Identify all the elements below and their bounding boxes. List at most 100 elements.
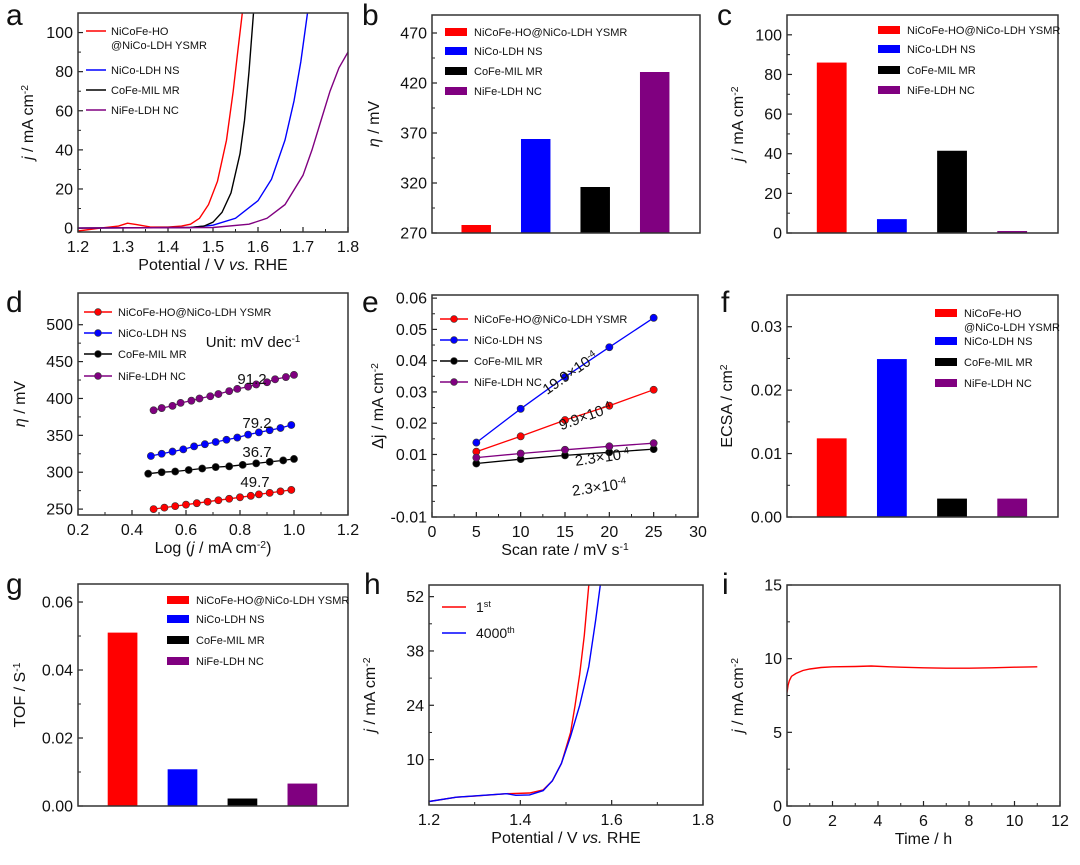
plot-area [429,585,601,803]
text-part: 1 [476,599,484,615]
text-part: 91.2 [237,371,266,388]
bar [167,769,198,806]
x-tick-label: 1.6 [601,812,623,829]
y-tick-label: 500 [46,317,73,334]
data-point [171,467,180,476]
x-tick-label: 20 [600,524,618,541]
y-tick-label: 0.03 [396,384,427,401]
text-line: NiCo-LDH NS [196,614,264,626]
panel-d: 250 300 350 400 450 500 0.2 0.4 0.6 0.8 1.0 1.2 Log … [12,292,359,557]
data-point [176,398,185,407]
legend-label: 4000th [476,625,515,641]
series-line [429,585,601,803]
text-part: / mV [12,381,29,419]
text-part: Scan rate / mV s [501,542,619,559]
legend-label: NiCo-LDH NS [474,335,542,347]
text-line: NiCo-LDH NS [118,328,186,340]
y-tick-label: 40 [764,146,782,163]
legend-label: CoFe-MIL MR [474,66,543,78]
y-axis-title: j / mA cm-2 [730,86,748,163]
text-line: NiCo-LDH NS [474,335,542,347]
panel-label: c [717,0,732,32]
y-tick-label: 60 [764,107,782,124]
text-part: / mA cm [730,96,747,158]
legend-item: NiCo-LDH NS [440,335,542,347]
text-part: RHE [602,830,640,847]
panel-b: 270 320 370 420 470 η / mV NiCoFe-HO@NiCo-LDH … [366,14,701,243]
legend-marker [450,315,458,323]
text-part: 2.3×10 [571,477,619,500]
text-line: NiFe-LDH NC [196,656,264,668]
data-point [561,373,569,381]
data-point [168,447,177,456]
data-point [290,455,298,463]
legend-label: NiCo-LDH NS [907,44,975,56]
data-point [190,442,198,451]
annotation: 2.3×10-4 [571,475,628,500]
annotation: 2.3×10-4 [574,445,631,470]
legend-item: NiCo-LDH NS [878,44,975,56]
plot-area [107,632,318,806]
x-tick-label: 1.2 [337,522,359,539]
text-part: j [362,729,379,735]
data-point [214,390,223,398]
legend-label: NiCoFe-HO@NiCo-LDH YSMR [907,25,1060,37]
legend-label: NiCo-LDH NS [111,65,179,77]
y-axis-title: TOF / S-1 [12,662,30,727]
y-tick-label: 300 [46,465,73,482]
text-line: NiFe-LDH NC [964,378,1032,390]
data-point [184,466,193,474]
text-part: / mV [366,101,383,139]
data-point [214,496,223,505]
text-line: NiFe-LDH NC [474,86,542,98]
panel-i: 0 5 10 15 0 2 4 6 8 10 12 Time / h j / mA cm-2 [730,578,1070,849]
y-tick-label: 450 [46,354,73,371]
panel-c: 0 20 40 60 80 100 j / mA cm-2 NiCoFe-HO@NiCo-LD… [730,14,1060,243]
data-point [561,445,569,454]
text-line: NiCoFe-HO@NiCo-LDH YSMR [474,314,627,326]
data-point [276,487,285,496]
x-tick-label: 0.6 [175,522,197,539]
y-tick-label: 100 [46,25,73,42]
legend-label: NiFe-LDH NC [474,86,542,98]
legend-marker [450,378,458,386]
legend-label: NiCoFe-HO@NiCo-LDH YSMR [111,26,207,52]
data-point [146,452,155,460]
x-tick-label: 1.2 [67,239,89,256]
y-axis-title: Δj / mA cm-2 [370,363,388,449]
y-tick-label: 0.02 [751,383,782,400]
x-tick-label: 15 [556,524,574,541]
text-part: / mA cm [730,667,747,729]
legend-item: NiFe-LDH NC [86,105,179,117]
legend: NiCoFe-HO@NiCo-LDH YSMR NiCo-LDH NS CoFe-M… [878,25,1060,97]
data-point [244,430,252,439]
bar [997,498,1028,517]
text-part: Log ( [155,540,192,557]
text-part: 19.9×10 [540,353,595,398]
text-line: @NiCo-LDH YSMR [964,322,1060,334]
legend-marker [450,357,458,365]
legend-label: NiFe-LDH NC [474,377,542,389]
text-part: TOF / S [12,672,29,728]
legend-swatch [935,358,957,366]
text-line: NiCoFe-HO [964,308,1022,320]
y-tick-label: 0.00 [42,799,73,816]
data-point [244,382,252,391]
y-tick-label: 0.01 [396,447,427,464]
legend-label: NiFe-LDH NC [964,378,1032,390]
text-part: j [189,540,195,557]
axes-frame [431,294,699,518]
annotation: 36.7 [242,444,271,461]
text-part: 79.2 [242,415,271,432]
x-tick-label: 1.0 [283,522,305,539]
data-point [605,442,614,451]
annotation: 9.9×10-4 [557,399,615,434]
legend-label: CoFe-MIL MR [111,85,180,97]
data-point [561,416,569,424]
plot-area [816,62,1028,233]
text-part: ECSA / cm [719,370,736,447]
plot-area [787,665,1038,693]
x-tick-label: 12 [1051,813,1069,830]
x-axis-title: Potential / V vs. RHE [138,257,287,274]
data-point [516,404,525,413]
